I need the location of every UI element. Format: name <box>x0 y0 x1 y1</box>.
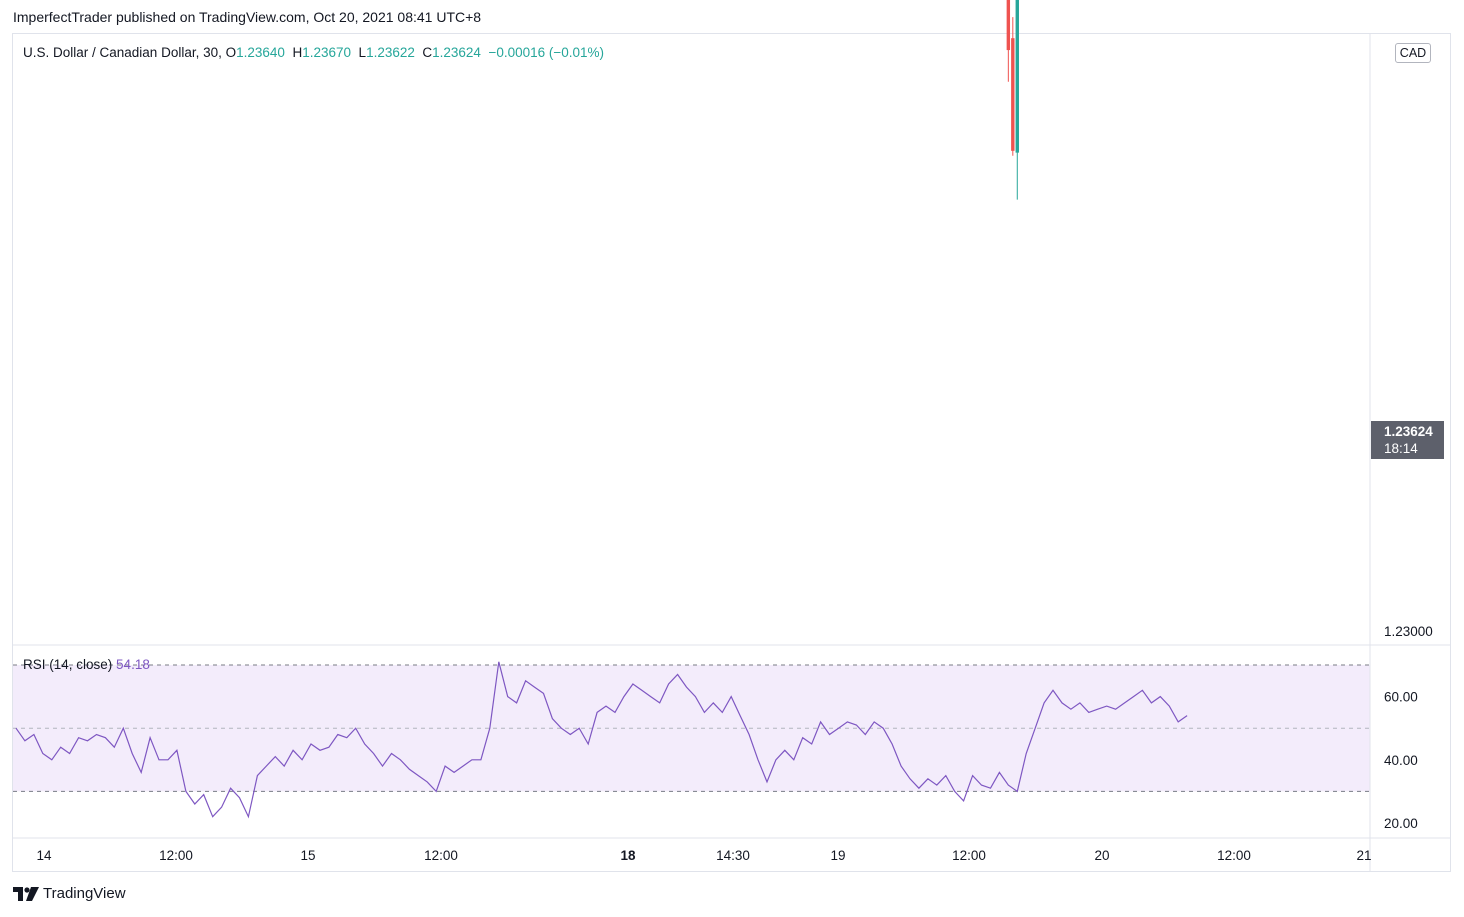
rsi-legend: RSI (14, close) 54.18 <box>23 657 150 672</box>
legend-open-label: O <box>225 45 237 60</box>
tradingview-brand[interactable]: TradingView <box>13 885 126 902</box>
candle <box>1006 0 1011 82</box>
price-tick-label: 1.23000 <box>1384 624 1433 639</box>
rsi-pane <box>13 661 1370 819</box>
legend-high-label: H <box>292 45 303 60</box>
chart-frame <box>12 33 1451 872</box>
time-tick-label: 14 <box>36 848 52 863</box>
tradingview-logo-icon <box>13 886 39 901</box>
rsi-tick-label: 20.00 <box>1384 816 1418 831</box>
brand-name: TradingView <box>43 885 126 902</box>
price-legend: U.S. Dollar / Canadian Dollar, 30, O1.23… <box>23 45 604 60</box>
price-pane <box>1006 0 1019 200</box>
rsi-tick-label: 60.00 <box>1384 690 1418 705</box>
bar-countdown: 18:14 <box>1384 441 1418 456</box>
rsi-legend-label: RSI (14, close) <box>23 657 113 672</box>
time-tick-label: 21 <box>1356 848 1371 863</box>
time-tick-label: 12:00 <box>424 848 458 863</box>
axes: 1.246001.244001.242001.240001.238001.236… <box>13 34 1450 871</box>
legend-close-value: 1.23624 <box>432 45 481 60</box>
rsi-tick-label: 40.00 <box>1384 753 1418 768</box>
currency-badge[interactable]: CAD <box>1395 43 1431 63</box>
candle-body <box>1015 0 1019 153</box>
time-tick-label: 15 <box>300 848 315 863</box>
time-tick-label: 19 <box>830 848 845 863</box>
legend-low-label: L <box>358 45 367 60</box>
legend-symbol: U.S. Dollar / Canadian Dollar, 30, <box>23 45 222 60</box>
time-tick-label: 12:00 <box>952 848 986 863</box>
time-tick-label: 12:00 <box>1217 848 1251 863</box>
legend-open-value: 1.23640 <box>236 45 285 60</box>
candle-body <box>1011 38 1015 151</box>
legend-low-value: 1.23622 <box>366 45 415 60</box>
last-price-value: 1.23624 <box>1384 424 1433 439</box>
publisher-line: ImperfectTrader published on TradingView… <box>13 9 482 25</box>
time-tick-label: 18 <box>620 848 636 863</box>
legend-change: −0.00016 (−0.01%) <box>488 45 605 60</box>
candle <box>1011 17 1015 156</box>
rsi-legend-value: 54.18 <box>116 657 150 672</box>
rsi-line <box>15 661 1188 819</box>
time-tick-label: 14:30 <box>716 848 750 863</box>
time-tick-label: 12:00 <box>159 848 193 863</box>
time-tick-label: 20 <box>1094 848 1109 863</box>
candle-body <box>1006 0 1011 51</box>
legend-close-label: C <box>422 45 433 60</box>
last-price-tag: 1.23624 18:14 <box>1371 421 1444 459</box>
candle <box>1015 0 1019 200</box>
legend-high-value: 1.23670 <box>302 45 352 60</box>
